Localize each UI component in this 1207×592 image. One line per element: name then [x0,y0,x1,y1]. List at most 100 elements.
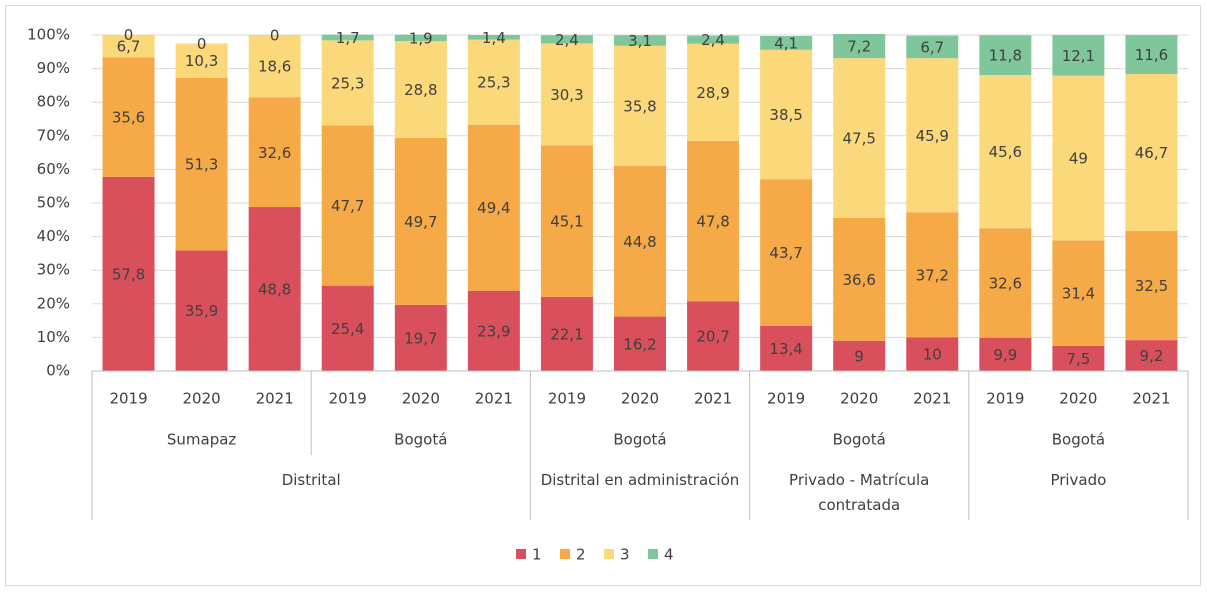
y-tick-label: 70% [37,126,70,144]
bar-segment [102,57,155,177]
x-tick-label: 2019 [329,390,367,408]
x-tick-label: 2021 [694,390,732,408]
chart-border [5,5,1201,586]
bar-segment [321,125,374,286]
data-label: 7,5 [1066,350,1090,368]
data-label: 49,4 [477,199,510,217]
bar-segment [175,78,228,251]
bar-segment [760,49,813,180]
legend-swatch [604,549,614,559]
data-label: 11,8 [989,47,1022,65]
y-tick-label: 50% [37,194,70,212]
data-label: 47,7 [331,197,364,215]
bar-segment [614,45,666,167]
group-label: Privado [1050,471,1107,489]
data-label: 25,3 [477,74,510,92]
data-label: 32,6 [258,144,291,162]
x-tick-label: 2019 [548,390,586,408]
data-label: 1,4 [482,29,506,47]
data-label: 25,3 [331,74,364,92]
subgroup-label: Bogotá [394,431,447,449]
data-label: 20,7 [696,328,729,346]
x-tick-label: 2021 [1132,390,1170,408]
legend-swatch [516,549,526,559]
y-tick-label: 40% [37,227,70,245]
bar-segment [760,36,813,50]
bar-segment [540,145,593,297]
bar-segment [614,316,666,371]
legend-label: 1 [532,546,542,564]
subgroup-label: Bogotá [613,431,666,449]
data-label: 9 [854,347,864,365]
x-tick-label: 2020 [621,390,659,408]
bar-segment [906,337,959,371]
x-tick-label: 2019 [767,390,805,408]
x-tick-label: 2020 [840,390,878,408]
subgroup-label: Bogotá [833,431,886,449]
y-tick-label: 80% [37,93,70,111]
bar-segment [102,34,155,58]
data-label: 0 [270,27,280,45]
bar-segment [979,337,1032,371]
bar-segment [760,325,813,371]
data-label: 16,2 [623,335,656,353]
bar-segment [614,35,666,46]
bar-segment [175,250,228,371]
x-tick-label: 2019 [109,390,147,408]
legend-swatch [648,549,658,559]
group-label: Distrital en administración [540,471,740,489]
subgroup-label: Bogotá [1052,431,1105,449]
bar-segment [979,35,1032,75]
x-tick-label: 2020 [1059,390,1097,408]
bar-segment [1125,340,1178,371]
bar-segment [175,43,228,79]
data-label: 38,5 [769,106,802,124]
data-label: 28,8 [404,81,437,99]
data-label: 45,9 [916,127,949,145]
bar-segment [394,41,447,138]
data-label: 9,9 [993,346,1017,364]
bar-segment [833,33,886,59]
bar-segment [687,43,740,141]
bar-segment [248,207,301,371]
y-tick-label: 20% [37,294,70,312]
bar-segment [467,124,520,291]
bar-segment [906,58,959,213]
bar-segment [833,58,886,218]
data-label: 47,8 [696,213,729,231]
bar-segment [248,97,301,208]
data-label: 6,7 [117,37,141,55]
bar-segment [833,340,886,371]
bar-segment [467,39,520,125]
x-tick-label: 2020 [183,390,221,408]
data-label: 44,8 [623,233,656,251]
data-label: 32,6 [989,274,1022,292]
data-label: 46,7 [1135,144,1168,162]
data-label: 49,7 [404,213,437,231]
bar-segment [1052,35,1105,76]
x-tick-label: 2021 [256,390,294,408]
y-tick-label: 60% [37,160,70,178]
data-label: 51,3 [185,156,218,174]
data-label: 25,4 [331,320,364,338]
bar-segment [394,137,447,305]
data-label: 13,4 [769,340,802,358]
legend-label: 3 [620,546,630,564]
data-label: 47,5 [842,129,875,147]
data-label: 7,2 [847,38,871,56]
data-label: 10 [923,346,942,364]
data-label: 31,4 [1062,285,1095,303]
data-label: 28,9 [696,84,729,102]
data-label: 48,8 [258,281,291,299]
data-label: 36,6 [842,271,875,289]
bar-segment [467,35,520,40]
bar-segment [1052,345,1105,371]
bar-segment [906,35,959,59]
bar-segment [540,43,593,146]
legend-label: 4 [664,546,674,564]
group-label: Distrital [281,471,341,489]
x-tick-label: 2019 [986,390,1024,408]
bar-segment [614,166,666,317]
x-tick-label: 2021 [913,390,951,408]
data-label: 3,1 [628,32,652,50]
